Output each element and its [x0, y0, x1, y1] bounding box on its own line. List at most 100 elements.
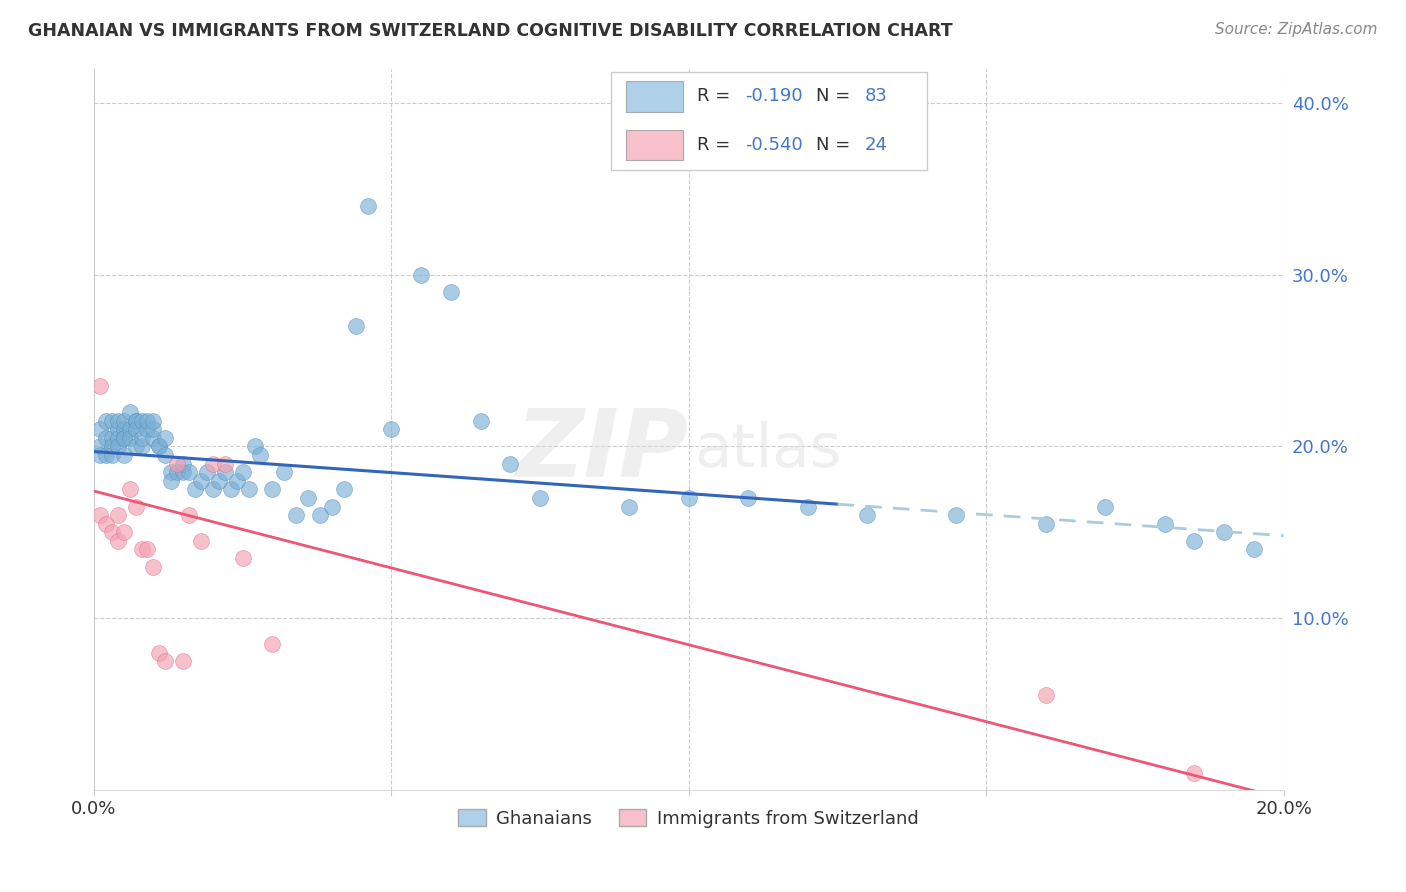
Point — [678, 491, 700, 505]
Point — [107, 439, 129, 453]
Point — [107, 431, 129, 445]
Point — [160, 465, 183, 479]
Point — [208, 474, 231, 488]
Point — [94, 414, 117, 428]
Point — [124, 422, 146, 436]
Text: R =: R = — [697, 136, 737, 154]
Point — [155, 654, 177, 668]
Point — [124, 414, 146, 428]
Point — [118, 483, 141, 497]
Point — [409, 268, 432, 282]
Point — [1182, 533, 1205, 548]
Point — [273, 465, 295, 479]
Text: atlas: atlas — [695, 421, 842, 481]
Point — [219, 483, 242, 497]
Text: R =: R = — [697, 87, 737, 105]
Point — [100, 414, 122, 428]
Point — [1243, 542, 1265, 557]
Point — [142, 414, 165, 428]
Point — [238, 483, 260, 497]
Point — [148, 439, 170, 453]
Point — [100, 439, 122, 453]
Point — [619, 500, 641, 514]
Point — [243, 439, 266, 453]
Point — [1094, 500, 1116, 514]
Legend: Ghanaians, Immigrants from Switzerland: Ghanaians, Immigrants from Switzerland — [451, 802, 927, 835]
Point — [309, 508, 332, 522]
Text: Source: ZipAtlas.com: Source: ZipAtlas.com — [1215, 22, 1378, 37]
FancyBboxPatch shape — [612, 72, 927, 169]
Point — [107, 533, 129, 548]
Point — [440, 285, 463, 299]
Point — [124, 500, 146, 514]
Point — [124, 414, 146, 428]
Point — [195, 465, 218, 479]
Point — [136, 422, 159, 436]
Point — [214, 457, 236, 471]
Point — [1035, 689, 1057, 703]
Text: -0.190: -0.190 — [745, 87, 803, 105]
Point — [107, 422, 129, 436]
Point — [470, 414, 492, 428]
Point — [285, 508, 308, 522]
Point — [118, 405, 141, 419]
Point — [131, 542, 153, 557]
Text: ZIP: ZIP — [516, 405, 689, 497]
Point — [214, 465, 236, 479]
Point — [945, 508, 967, 522]
Point — [112, 431, 135, 445]
Point — [112, 525, 135, 540]
Point — [499, 457, 522, 471]
Point — [136, 542, 159, 557]
Point — [796, 500, 818, 514]
Point — [172, 654, 194, 668]
Point — [131, 439, 153, 453]
Point — [148, 439, 170, 453]
Point — [94, 516, 117, 531]
Point — [100, 431, 122, 445]
Point — [131, 431, 153, 445]
Point — [112, 414, 135, 428]
Point — [190, 533, 212, 548]
Point — [124, 439, 146, 453]
Point — [529, 491, 551, 505]
Point — [249, 448, 271, 462]
Point — [166, 465, 188, 479]
Point — [142, 422, 165, 436]
Point — [856, 508, 879, 522]
FancyBboxPatch shape — [626, 130, 683, 161]
Point — [160, 474, 183, 488]
Point — [142, 431, 165, 445]
Point — [118, 431, 141, 445]
Point — [201, 483, 224, 497]
Point — [166, 457, 188, 471]
Text: GHANAIAN VS IMMIGRANTS FROM SWITZERLAND COGNITIVE DISABILITY CORRELATION CHART: GHANAIAN VS IMMIGRANTS FROM SWITZERLAND … — [28, 22, 953, 40]
Text: 24: 24 — [865, 136, 887, 154]
Text: 83: 83 — [865, 87, 887, 105]
Point — [177, 508, 200, 522]
Point — [321, 500, 343, 514]
Point — [356, 199, 378, 213]
Point — [112, 431, 135, 445]
Point — [136, 414, 159, 428]
Point — [262, 483, 284, 497]
Point — [142, 559, 165, 574]
Point — [89, 439, 111, 453]
Point — [190, 474, 212, 488]
Point — [89, 448, 111, 462]
Point — [177, 465, 200, 479]
Point — [344, 319, 367, 334]
Point — [107, 508, 129, 522]
Point — [232, 551, 254, 566]
Point — [100, 448, 122, 462]
Point — [100, 525, 122, 540]
Point — [184, 483, 207, 497]
Point — [89, 508, 111, 522]
Point — [148, 646, 170, 660]
Point — [1213, 525, 1236, 540]
Text: -0.540: -0.540 — [745, 136, 803, 154]
Point — [94, 431, 117, 445]
Text: N =: N = — [815, 87, 856, 105]
Point — [89, 379, 111, 393]
Text: N =: N = — [815, 136, 856, 154]
